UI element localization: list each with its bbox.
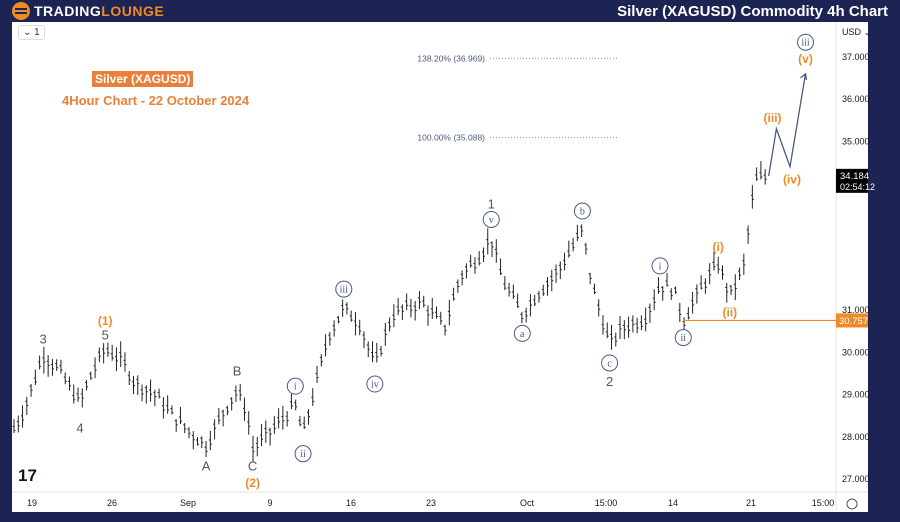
wave-label: 2	[606, 374, 613, 389]
projection-path	[768, 73, 807, 177]
x-tick-label: 23	[426, 498, 436, 508]
wave-label: (ii)	[723, 305, 738, 319]
wave-label: 1	[488, 197, 495, 212]
wave-label-circle	[294, 445, 312, 463]
tradingview-logo: 17	[18, 466, 37, 485]
wave-label: iii	[801, 38, 810, 49]
wave-label: iii	[340, 285, 349, 296]
page-title: Silver (XAGUSD) Commodity 4h Chart	[617, 3, 888, 20]
wave-label: ii	[300, 449, 306, 460]
logo-text: TRADING	[34, 3, 102, 19]
wave-label: (i)	[713, 240, 724, 254]
header-bar: TRADING LOUNGE Silver (XAGUSD) Commodity…	[0, 0, 900, 22]
y-tick-label: 30.000	[842, 347, 870, 357]
wave-label: v	[489, 215, 494, 226]
wave-label: 5	[102, 328, 109, 343]
x-tick-label: 15:00	[595, 498, 618, 508]
chart-subtitle: 4Hour Chart - 22 October 2024	[62, 93, 250, 108]
wave-label: B	[233, 363, 242, 378]
wave-label: iv	[371, 380, 379, 391]
wave-label: (v)	[798, 52, 813, 66]
wave-label: (2)	[245, 476, 260, 490]
y-tick-label: 35.000	[842, 136, 870, 146]
wave-label: (1)	[98, 314, 113, 328]
wave-label: b	[580, 207, 585, 218]
x-tick-label: Oct	[520, 498, 535, 508]
wave-label: (iv)	[783, 172, 801, 186]
y-tick-label: 37.000	[842, 52, 870, 62]
wave-label: C	[248, 458, 257, 473]
interval-value: 1	[34, 27, 40, 38]
level-price-badge	[836, 313, 868, 328]
x-tick-label: 21	[746, 498, 756, 508]
wave-label-circle	[573, 202, 591, 220]
y-tick-label: 28.000	[842, 432, 870, 442]
fib-level-label: 100.00% (35.088)	[417, 133, 485, 143]
chart-panel	[12, 22, 868, 512]
last-price-badge	[836, 168, 868, 193]
logo-icon	[12, 2, 30, 20]
wave-label: 3	[39, 332, 46, 347]
logo-text-accent: LOUNGE	[101, 3, 165, 19]
wave-label-circle	[286, 377, 304, 395]
x-tick-label: Sep	[180, 498, 196, 508]
wave-label: A	[202, 458, 211, 473]
wave-label: ii	[681, 333, 687, 344]
countdown-label: 02:54:12	[840, 182, 875, 192]
wave-label-circle	[797, 33, 815, 51]
x-tick-label: 16	[346, 498, 356, 508]
wave-label-circle	[482, 210, 500, 228]
logo: TRADING LOUNGE	[12, 2, 164, 20]
wave-label-circle	[674, 329, 692, 347]
price-axis	[836, 22, 868, 492]
arrow-head-icon	[800, 72, 808, 80]
x-tick-label: 9	[267, 498, 272, 508]
x-tick-label: 15:00	[812, 498, 835, 508]
wave-label: i	[659, 261, 662, 272]
x-tick-label: 14	[668, 498, 678, 508]
y-tick-label: 36.000	[842, 94, 870, 104]
wave-label: (iii)	[764, 111, 782, 125]
interval-dropdown[interactable]: ⌄ 1	[18, 25, 45, 40]
y-tick-label: 31.000	[842, 305, 870, 315]
wave-label-circle	[513, 324, 531, 342]
settings-icon	[846, 498, 858, 510]
instrument-label: Silver (XAGUSD)	[92, 71, 194, 87]
wave-label: 4	[76, 420, 83, 435]
x-tick-label: 26	[107, 498, 117, 508]
last-price-label: 34.184	[840, 171, 869, 182]
fib-level-label: 138.20% (36.969)	[417, 53, 485, 63]
y-tick-label: 29.000	[842, 390, 870, 400]
wave-label-circle	[601, 354, 619, 372]
y-tick-label: 27.000	[842, 474, 870, 484]
currency-label: USD ⌄	[842, 27, 871, 37]
wave-label-circle	[651, 257, 669, 275]
wave-label-circle	[366, 375, 384, 393]
wave-label: i	[294, 382, 297, 393]
wave-label-circle	[335, 280, 353, 298]
wave-label: c	[607, 358, 612, 369]
x-tick-label: 19	[27, 498, 37, 508]
level-price-label: 30.757	[839, 316, 868, 327]
wave-label: a	[520, 329, 525, 340]
